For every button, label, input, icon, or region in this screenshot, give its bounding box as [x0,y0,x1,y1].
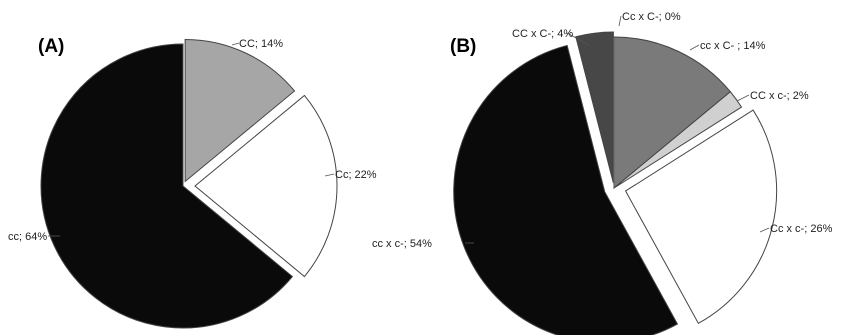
pie-b-leader-cc-x-c-1 [736,94,750,102]
pie-a-slice-cc-0 [184,38,296,183]
pie-b-label-CC-x-c: CC x c-; 2% [750,90,809,102]
pie-b-slice-cc-x-c-2 [624,109,778,324]
pie-a-label-cc-upper: CC; 14% [239,38,283,50]
pie-a-leader-cc-1 [324,173,335,177]
pie-a-label-cc-lower: cc; 64% [8,231,47,243]
panel-a-label: (A) [38,36,64,57]
panel-b-label: (B) [450,36,476,57]
pie-a-label-cc-het: Cc; 22% [335,169,377,181]
pie-b-slice-cc-x-c-1 [613,91,743,189]
pie-b-leader-cc-x-c-4 [566,32,590,46]
pie-b-label-cc-x-C: cc x C- ; 14% [700,40,766,52]
panel-b: (B) cc x C- ; 14% CC x c-; 2% Cc x c-; 2… [372,11,833,335]
pie-a-slice-cc-2 [40,43,294,329]
pie-b-label-cc-x-c: cc x c-; 54% [372,238,432,250]
pie-b-slice-cc-x-c-3 [453,44,679,335]
pie-b-label-CC-x-C: CC x C-; 4% [512,28,573,40]
pie-b-label-Cc-x-C: Cc x C-; 0% [622,11,681,23]
pie-b-leader-cc-x-c-5 [618,15,622,27]
panel-a: (A) CC; 14% Cc; 22% cc; 64% [8,36,377,329]
pie-b-slice-cc-x-c-4 [575,31,614,184]
pie-b-leader-cc-x-c-2 [759,227,770,233]
pie-b-label-Cc-x-c: Cc x c-; 26% [770,223,833,235]
pie-a-leader-cc-0 [231,42,240,46]
pie-b-slice-cc-x-c-0 [613,36,732,190]
pie-b-leader-cc-x-c-0 [689,44,700,51]
pie-a-slice-cc-1 [194,94,338,278]
